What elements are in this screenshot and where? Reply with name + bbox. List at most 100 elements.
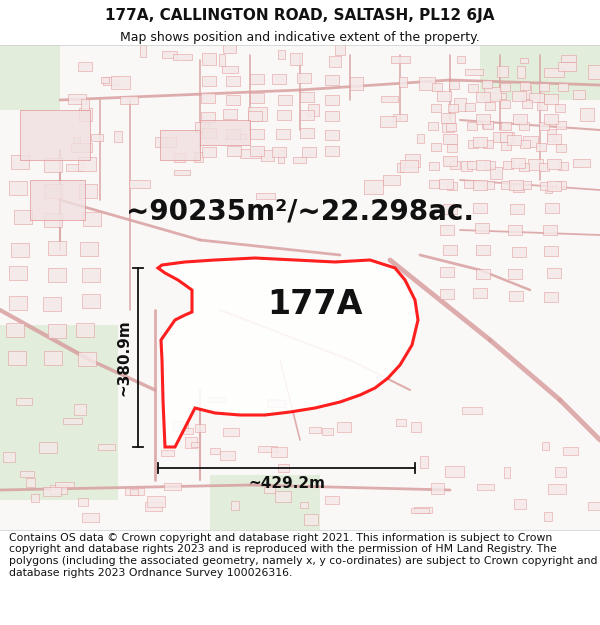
Bar	[473, 288, 487, 298]
Bar	[202, 128, 216, 138]
Bar	[297, 73, 311, 83]
Bar	[200, 112, 215, 122]
Bar	[220, 451, 235, 459]
Bar	[299, 501, 308, 509]
Bar	[301, 110, 314, 120]
Bar	[248, 111, 262, 121]
Bar	[556, 181, 566, 189]
Bar	[503, 161, 513, 169]
Bar	[337, 422, 351, 432]
Bar	[250, 129, 265, 139]
Bar	[232, 501, 239, 510]
Bar	[31, 494, 39, 502]
Bar	[519, 122, 529, 130]
Bar	[513, 114, 527, 124]
Bar	[48, 241, 66, 255]
Bar	[161, 450, 174, 456]
Bar	[507, 134, 521, 144]
Bar	[10, 181, 28, 195]
Bar	[98, 444, 115, 449]
Bar	[191, 441, 199, 448]
Bar	[476, 92, 490, 103]
Bar	[155, 137, 176, 147]
Bar	[7, 322, 25, 337]
Bar	[405, 154, 420, 167]
Bar	[174, 153, 185, 162]
Bar	[557, 83, 568, 91]
Bar	[529, 94, 544, 102]
Bar	[556, 121, 566, 129]
Bar	[500, 132, 512, 142]
Bar	[468, 140, 478, 148]
Bar	[440, 267, 454, 277]
Bar	[420, 456, 428, 468]
Bar	[476, 245, 490, 255]
Bar	[523, 136, 538, 148]
Bar	[539, 163, 549, 171]
Bar	[44, 351, 62, 365]
Bar	[543, 225, 557, 235]
Bar	[278, 95, 292, 105]
Bar	[561, 56, 576, 62]
Bar	[484, 88, 501, 101]
Bar	[446, 123, 457, 131]
Bar	[73, 137, 80, 143]
Bar	[547, 159, 560, 169]
Bar	[587, 65, 600, 79]
Bar	[397, 163, 404, 172]
Bar	[11, 156, 29, 169]
Bar	[485, 161, 495, 169]
Bar	[400, 160, 418, 172]
Text: ~429.2m: ~429.2m	[248, 476, 325, 491]
Bar	[44, 213, 62, 228]
Bar	[200, 120, 250, 145]
Bar	[160, 130, 200, 160]
Bar	[223, 42, 236, 53]
Bar	[467, 84, 478, 91]
Bar	[545, 203, 559, 213]
Bar	[442, 123, 454, 132]
Bar	[508, 269, 522, 279]
Bar	[397, 419, 406, 426]
Bar	[211, 449, 220, 454]
Bar	[547, 129, 556, 141]
Bar	[501, 122, 511, 130]
Bar	[415, 508, 432, 513]
Bar	[325, 95, 340, 105]
Bar	[589, 502, 600, 509]
Bar	[304, 514, 318, 526]
Bar	[485, 102, 495, 110]
Bar	[544, 292, 557, 302]
Bar	[480, 45, 600, 100]
Bar	[448, 104, 458, 112]
Bar	[557, 162, 568, 169]
Bar	[16, 398, 32, 405]
Bar	[335, 42, 346, 54]
Bar	[454, 98, 466, 111]
Bar	[267, 400, 286, 408]
Bar	[476, 160, 490, 170]
Bar	[482, 121, 493, 128]
Bar	[449, 81, 459, 89]
Bar	[446, 144, 457, 151]
Bar	[47, 268, 65, 282]
Bar	[226, 129, 240, 139]
Bar	[80, 99, 89, 109]
Bar	[278, 464, 289, 472]
Bar	[519, 163, 529, 171]
Bar	[82, 513, 99, 522]
Bar	[185, 438, 197, 448]
Bar	[125, 488, 145, 495]
Bar	[558, 62, 576, 71]
Bar	[290, 53, 302, 65]
Bar	[79, 184, 97, 198]
Bar	[457, 56, 464, 63]
Bar	[162, 51, 177, 58]
Bar	[226, 94, 241, 104]
Bar	[9, 296, 27, 310]
Bar	[113, 131, 122, 142]
Bar	[145, 502, 162, 511]
Bar	[520, 141, 530, 148]
Bar	[500, 100, 510, 108]
Bar	[512, 91, 526, 101]
